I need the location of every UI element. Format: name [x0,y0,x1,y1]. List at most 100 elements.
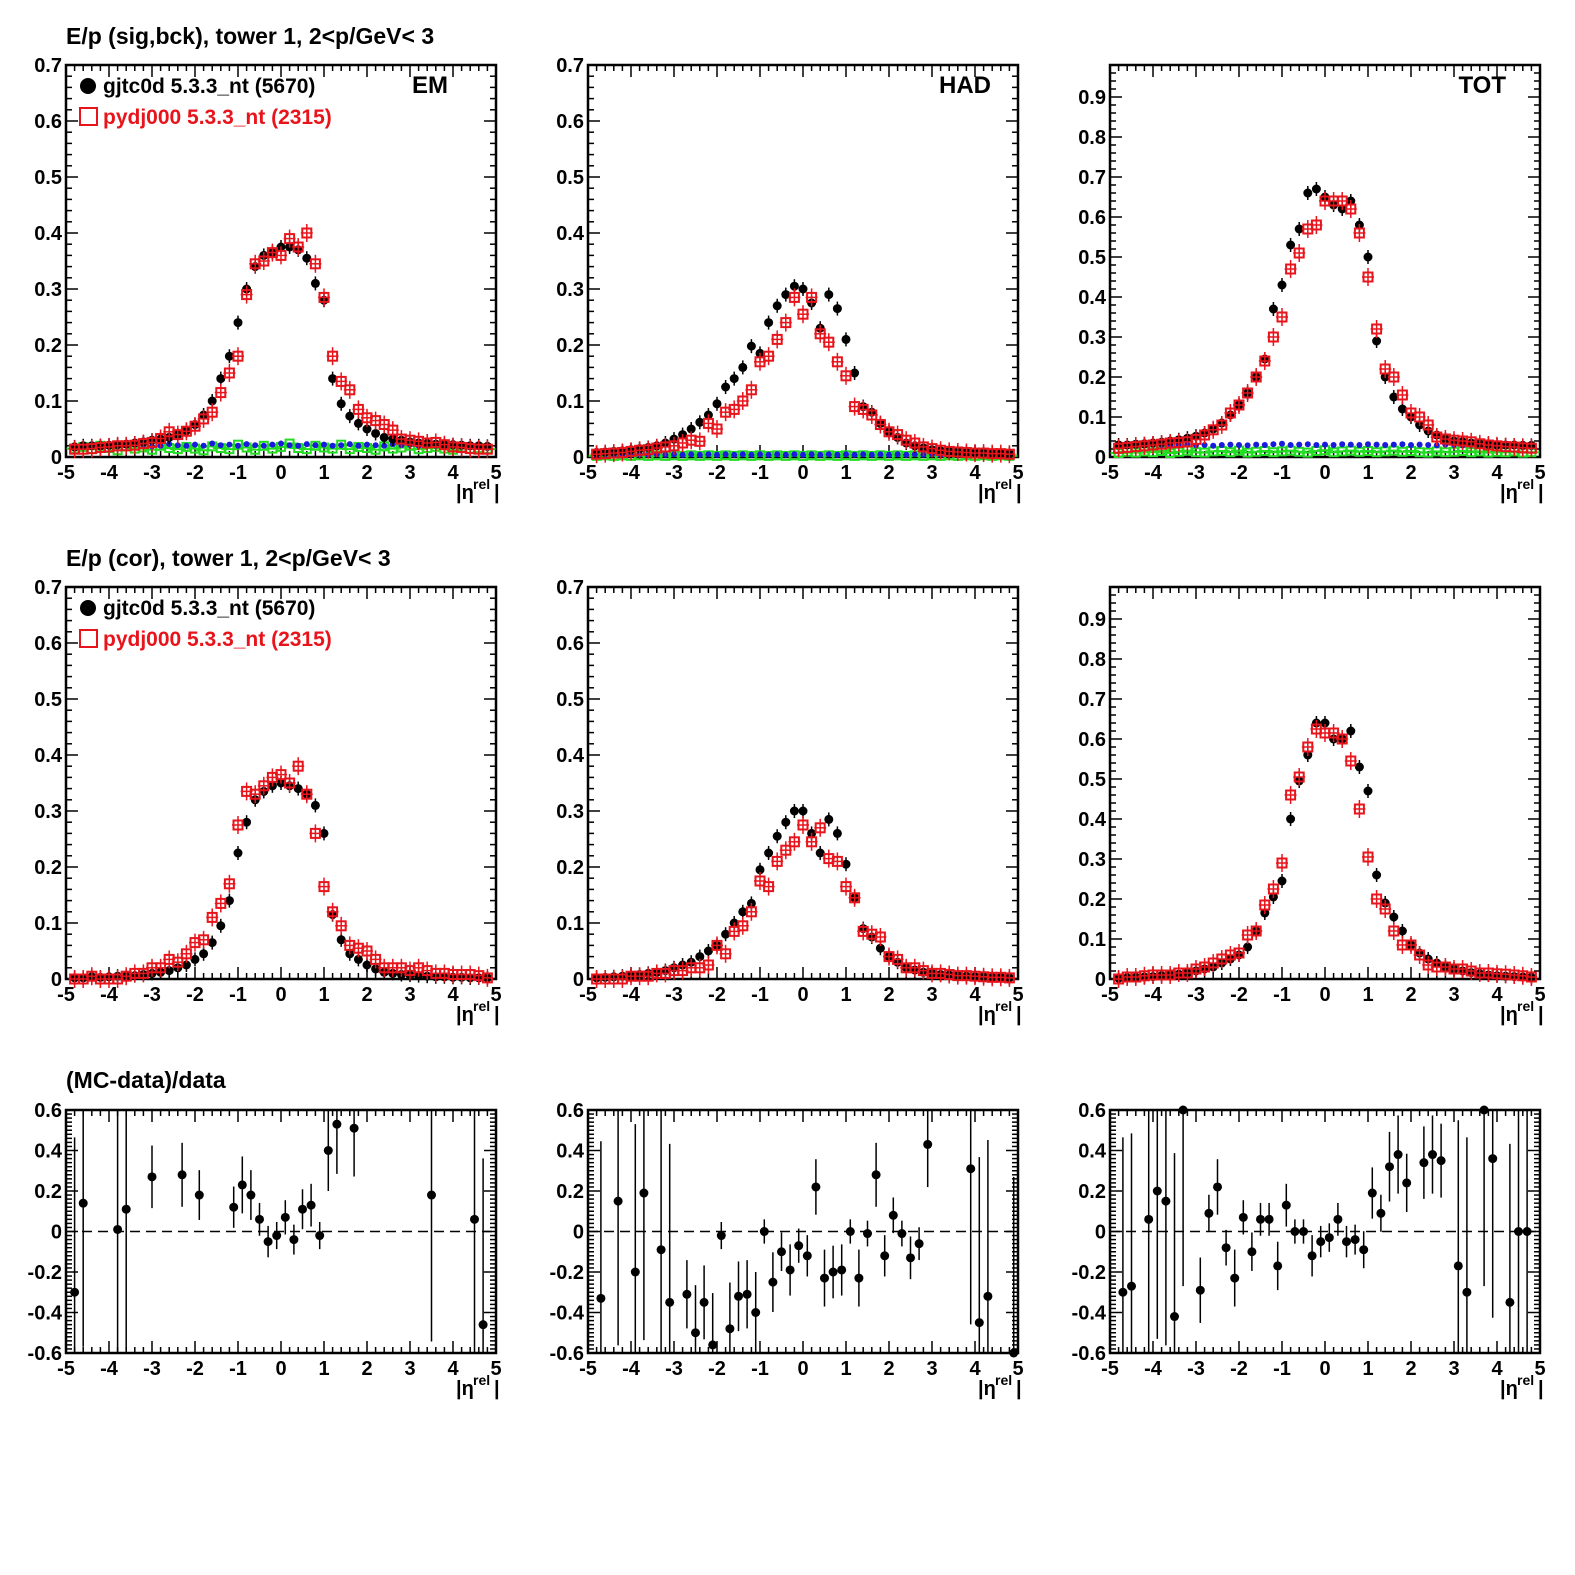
x-tick-label: 0 [275,462,286,484]
bkg-data-point [748,451,755,458]
data-point [224,896,234,906]
x-tick-label: 1 [1362,462,1373,484]
data-point [1286,240,1296,250]
panel-label-tot: TOT [1458,72,1506,99]
panel-label-em: EM [412,72,448,99]
bkg-data-point [286,442,293,449]
x-tick-label: -3 [1187,984,1205,1006]
x-tick-label: -5 [1101,984,1119,1006]
x-tick-label: 4 [1491,462,1503,484]
x-tick-label: 3 [404,462,415,484]
y-tick-label: 0.1 [1078,929,1106,951]
ratio-point [914,1239,924,1249]
x-tick-label: -1 [1273,462,1291,484]
legend-data-label: gjtc0d 5.3.3_nt (5670) [103,75,315,98]
y-tick-label: -0.2 [1072,1262,1106,1284]
legend-mc-label: pydj000 5.3.3_nt (2315) [103,106,332,129]
mc-point [892,953,904,965]
bkg-data-point [303,441,310,448]
bkg-data-point [731,451,738,458]
x-tick-label: -5 [57,462,75,484]
x-tick-label: 1 [840,1358,851,1380]
mc-point [1396,389,1408,401]
mc-point [1362,851,1374,863]
ratio-point [785,1265,795,1275]
mc-point [823,336,835,348]
legend-mc-marker [79,629,98,648]
ratio-point [1316,1237,1326,1247]
ratio-point [323,1146,333,1155]
mc-point [309,827,321,839]
mc-point [857,403,869,415]
x-tick-label: 2 [1405,462,1416,484]
series-mc [68,757,494,988]
data-point [798,806,808,816]
x-axis-label-sup: rel [1517,1372,1534,1388]
ratio-point [759,1227,769,1236]
bkg-data-point [1227,441,1234,448]
data-point [1363,252,1373,262]
mc-point [874,419,886,431]
series-mc [590,288,1016,464]
x-tick-label: 2 [361,462,372,484]
bkg-data-point [894,451,901,458]
y-tick-label: 0.2 [34,335,62,357]
data-point [336,935,346,945]
ratio-point [699,1297,709,1307]
ratio-point [1221,1243,1231,1253]
ratio-point [1333,1214,1343,1224]
bkg-data-point [192,441,198,448]
x-tick-label: -5 [579,984,597,1006]
mc-point [215,387,227,399]
x-tick-label: -2 [186,1358,204,1380]
x-tick-label: 5 [1534,984,1545,1006]
y-tick-label: -0.2 [550,1262,584,1284]
bkg-data-point [1365,441,1371,448]
mc-point [258,255,270,267]
data-point [721,382,731,392]
x-tick-label: -1 [229,462,247,484]
data-point [686,424,696,434]
bkg-data-point [1210,442,1217,449]
x-tick-label: -3 [665,1358,683,1380]
mc-point [1388,371,1400,383]
legend-data-marker [80,78,96,94]
y-tick-label: 0.5 [1078,247,1106,269]
mc-point [232,350,244,362]
mc-point [344,384,356,396]
data-point [781,817,791,827]
x-tick-label: 2 [1405,984,1416,1006]
bkg-data-point [860,451,867,458]
x-tick-label: -1 [1273,1358,1291,1380]
ratio-point [966,1164,976,1174]
panel-sig-em: -5 -4 -3 -2 -1 0 1 2 3 4 5 0 0.1 0.2 0.3 0.4 0.5 0.6 0.7 |η… [34,55,501,504]
ratio-point [863,1229,872,1239]
y-tick-label: 0.5 [34,689,62,711]
ratio-point [1514,1227,1523,1236]
ratio-point [1453,1261,1463,1271]
x-tick-label: -2 [1230,984,1248,1006]
data-point [379,432,389,442]
series-data [1114,182,1536,453]
panel-ratio-had: -5 -4 -3 -2 -1 0 1 2 3 4 5 -0.6 -0.4 -0.2 0 0.2 0.4 0.6 |η… [550,1100,1024,1400]
y-tick-label: 0.3 [34,279,62,301]
x-tick-label: -1 [229,984,247,1006]
bkg-data-point [200,442,207,449]
bkg-data-point [1425,442,1432,448]
mc-point [1250,925,1262,937]
mc-point [258,780,270,792]
x-tick-label: -4 [100,1358,119,1380]
data-point [1277,876,1287,886]
x-tick-label: -4 [622,984,641,1006]
x-tick-label: -4 [1144,462,1163,484]
ratio-point [1324,1233,1334,1243]
panel-cor-tot: -5 -4 -3 -2 -1 0 1 2 3 4 5 0 0.1 0.2 0.3 0.4 0.5 0.6 0.7 0.… [1078,585,1546,1026]
data-point [207,396,217,406]
mc-point [892,429,904,441]
mc-point [335,920,347,932]
ratio-point [1428,1150,1437,1160]
y-tick-label: 0.6 [34,1100,62,1122]
data-point [841,859,851,869]
row-title-sig: E/p (sig,bck), tower 1, 2<p/GeV< 3 [66,23,434,49]
y-tick-label: 0.1 [34,913,62,935]
